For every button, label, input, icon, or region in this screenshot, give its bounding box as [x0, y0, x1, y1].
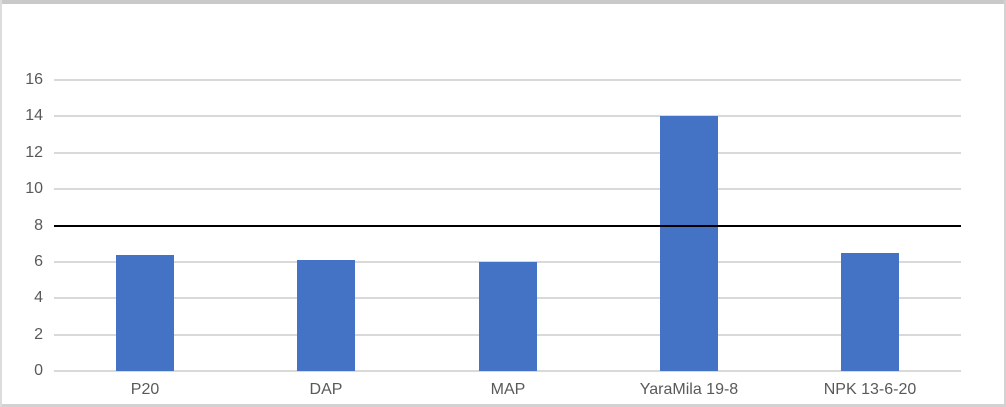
x-category-label-dap: DAP [309, 381, 343, 398]
chart-border-left [0, 0, 2, 407]
gridline-y-6 [54, 260, 961, 263]
chart-border-bottom [0, 404, 1006, 407]
y-tick-label-8: 8 [34, 216, 43, 234]
reference-line-y-8[interactable] [54, 224, 961, 227]
y-tick-label-10: 10 [25, 180, 43, 198]
gridline-y-14 [54, 115, 961, 118]
x-category-label-yaramila-19-8: YaraMila 19-8 [639, 381, 739, 398]
bar-p20[interactable] [116, 255, 174, 371]
bar-npk-13-6-20[interactable] [841, 253, 899, 371]
y-tick-label-12: 12 [25, 143, 43, 161]
x-category-label-npk-13-6-20: NPK 13-6-20 [823, 381, 917, 398]
bar-map[interactable] [479, 262, 537, 371]
y-tick-label-16: 16 [25, 71, 43, 88]
gridline-y-0 [54, 370, 961, 372]
y-tick-label-2: 2 [34, 325, 43, 343]
chart-border-top [0, 0, 1006, 4]
y-tick-label-0: 0 [34, 362, 43, 379]
y-tick-label-6: 6 [34, 252, 43, 270]
x-category-label-p20: P20 [130, 381, 160, 398]
gridline-y-12 [54, 151, 961, 154]
y-tick-label-14: 14 [25, 107, 43, 125]
bar-dap[interactable] [297, 260, 355, 371]
x-category-label-map: MAP [490, 381, 526, 398]
gridline-y-10 [54, 188, 961, 191]
gridline-y-16 [54, 79, 961, 81]
bar-yaramila-19-8[interactable] [660, 116, 718, 371]
y-tick-label-4: 4 [34, 289, 43, 307]
chart-border-right [1004, 0, 1006, 407]
